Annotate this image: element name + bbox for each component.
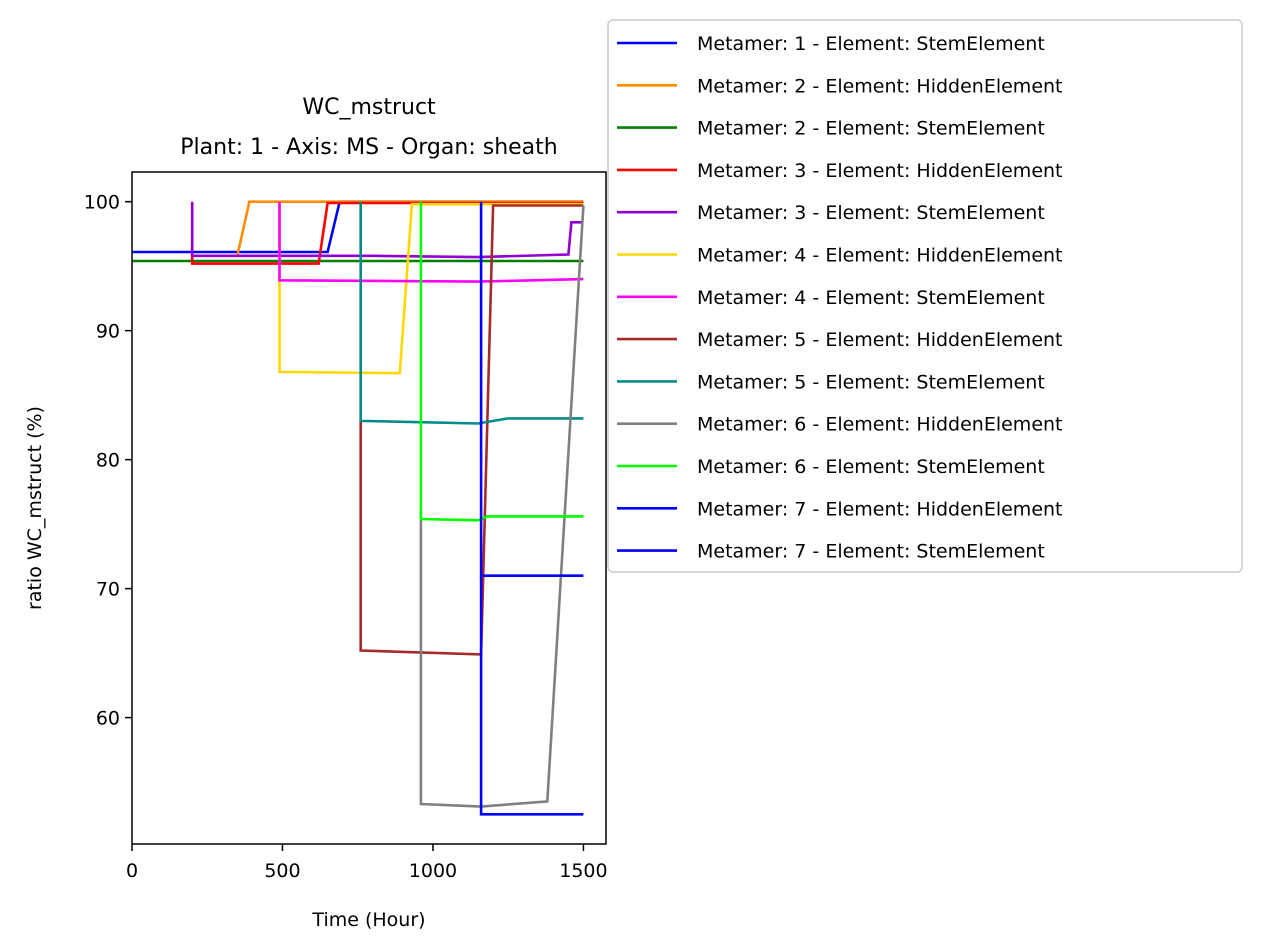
chart-subtitle: Plant: 1 - Axis: MS - Organ: sheath <box>180 135 557 160</box>
x-tick-label: 1000 <box>409 860 457 882</box>
series-line-metamer-5-element-stemelement <box>359 201 584 425</box>
series-line-metamer-6-element-stemelement <box>419 201 584 522</box>
x-ticks: 0 500 1000 1500 <box>126 844 608 882</box>
legend-label: Metamer: 2 - Element: HiddenElement <box>697 75 1063 97</box>
series-line-metamer-4-element-stemelement <box>278 201 584 283</box>
legend-item: Metamer: 5 - Element: StemElement <box>617 371 1045 393</box>
series-line-metamer-1-element-stemelement <box>132 200 584 254</box>
series-layer <box>132 200 585 816</box>
series-line-metamer-6-element-hiddenelement <box>419 205 585 808</box>
y-tick-label: 70 <box>96 579 120 601</box>
chart-title: WC_mstruct <box>302 95 436 120</box>
y-tick-label: 60 <box>96 708 120 730</box>
series-line-metamer-3-element-stemelement <box>190 201 584 259</box>
y-tick-label: 100 <box>84 192 120 214</box>
legend-item: Metamer: 4 - Element: StemElement <box>617 287 1045 309</box>
x-tick-label: 500 <box>264 860 300 882</box>
legend-label: Metamer: 5 - Element: HiddenElement <box>697 329 1063 351</box>
legend-label: Metamer: 4 - Element: HiddenElement <box>697 245 1063 267</box>
legend-label: Metamer: 7 - Element: HiddenElement <box>697 498 1063 520</box>
series-line-metamer-5-element-hiddenelement <box>359 204 584 656</box>
legend-label: Metamer: 4 - Element: StemElement <box>697 287 1045 309</box>
y-tick-label: 80 <box>96 450 120 472</box>
y-tick-label: 90 <box>96 321 120 343</box>
x-tick-label: 0 <box>126 860 138 882</box>
legend-item: Metamer: 6 - Element: HiddenElement <box>617 414 1063 436</box>
legend: Metamer: 1 - Element: StemElement Metamer… <box>607 19 1243 573</box>
legend-item: Metamer: 4 - Element: HiddenElement <box>617 245 1063 267</box>
legend-label: Metamer: 6 - Element: StemElement <box>697 456 1045 478</box>
legend-frame <box>607 19 1243 573</box>
series-line-metamer-4-element-hiddenelement <box>278 201 584 375</box>
y-axis-label: ratio WC_mstruct (%) <box>24 406 46 610</box>
legend-item: Metamer: 5 - Element: HiddenElement <box>617 329 1063 351</box>
legend-item: Metamer: 3 - Element: HiddenElement <box>617 160 1063 182</box>
legend-item: Metamer: 2 - Element: StemElement <box>617 118 1045 140</box>
legend-label: Metamer: 2 - Element: StemElement <box>697 118 1045 140</box>
legend-items: Metamer: 1 - Element: StemElement Metamer… <box>617 33 1063 563</box>
legend-label: Metamer: 6 - Element: HiddenElement <box>697 414 1063 436</box>
legend-item: Metamer: 7 - Element: StemElement <box>617 541 1045 563</box>
legend-item: Metamer: 6 - Element: StemElement <box>617 456 1045 478</box>
legend-label: Metamer: 7 - Element: StemElement <box>697 541 1045 563</box>
legend-label: Metamer: 3 - Element: StemElement <box>697 202 1045 224</box>
legend-item: Metamer: 2 - Element: HiddenElement <box>617 75 1063 97</box>
legend-label: Metamer: 3 - Element: HiddenElement <box>697 160 1063 182</box>
legend-label: Metamer: 1 - Element: StemElement <box>697 33 1045 55</box>
x-tick-label: 1500 <box>559 860 607 882</box>
legend-item: Metamer: 7 - Element: HiddenElement <box>617 498 1063 520</box>
y-ticks: 60 70 80 90 100 <box>84 192 132 730</box>
x-axis-label: Time (Hour) <box>311 909 425 931</box>
legend-item: Metamer: 3 - Element: StemElement <box>617 202 1045 224</box>
series-line-metamer-7-element-stemelement <box>479 575 584 816</box>
legend-item: Metamer: 1 - Element: StemElement <box>617 33 1045 55</box>
legend-label: Metamer: 5 - Element: StemElement <box>697 371 1045 393</box>
plot-frame <box>131 171 607 845</box>
